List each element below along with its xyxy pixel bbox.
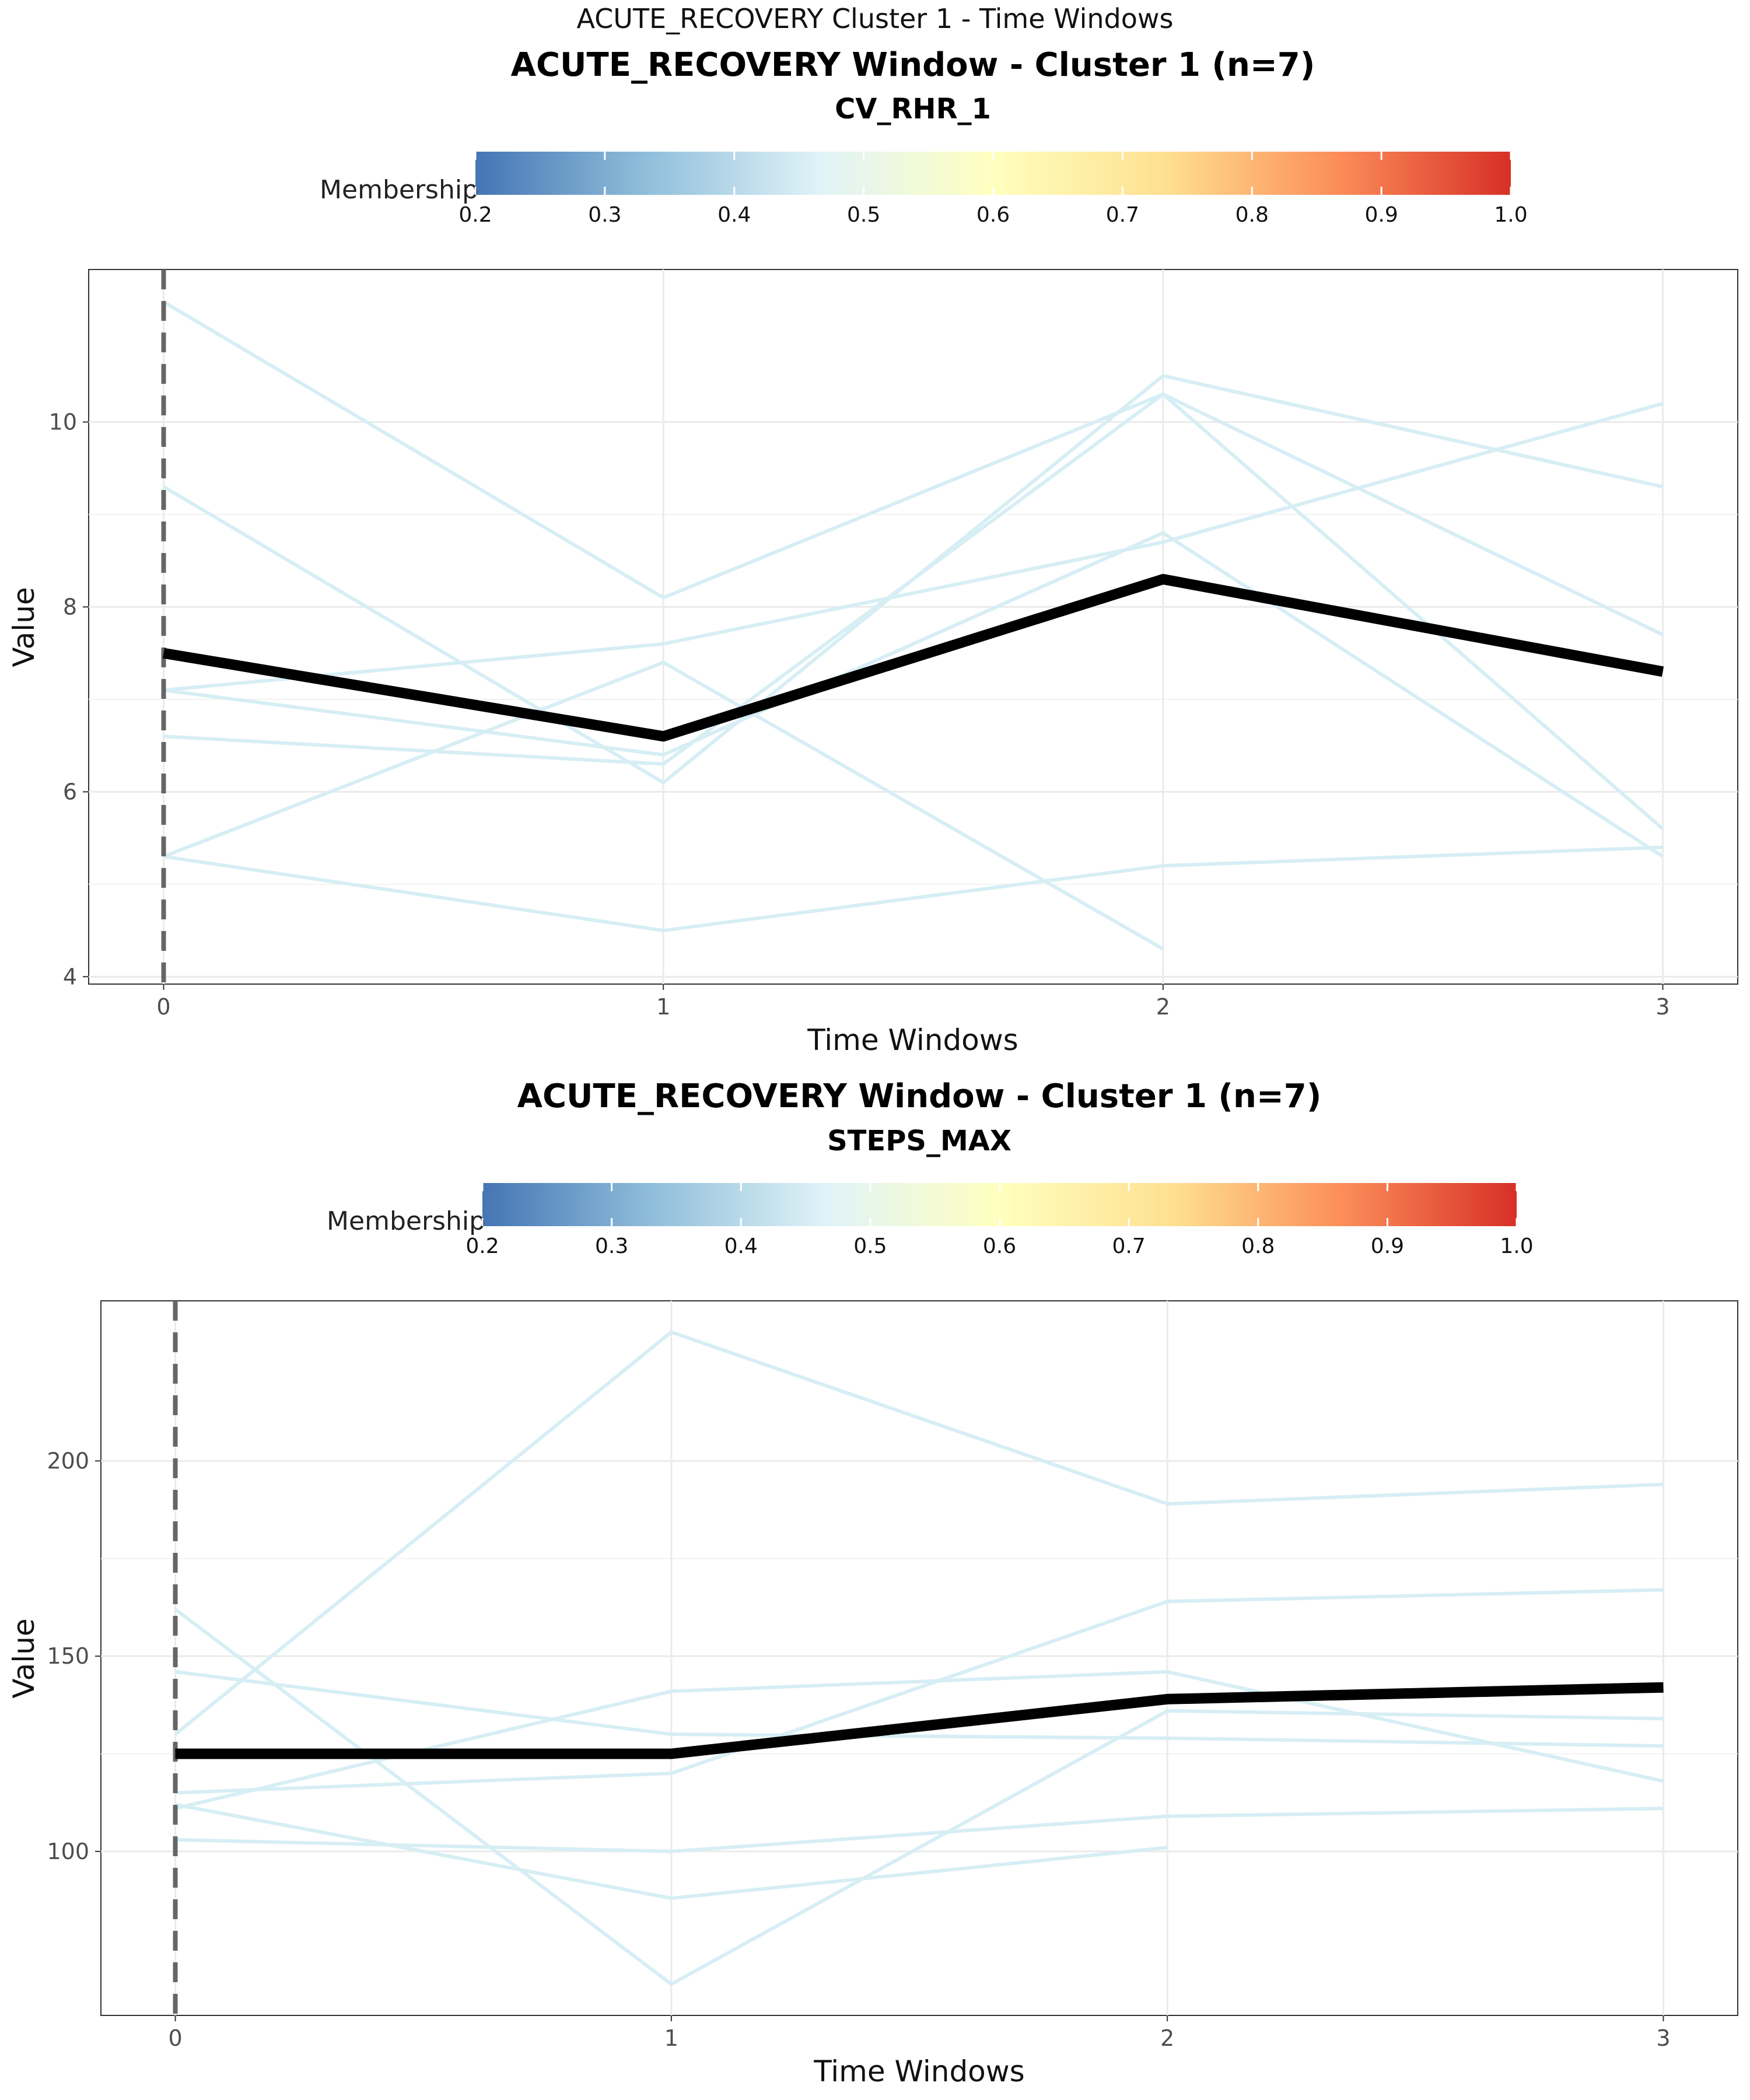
- panel-cv-rhr: ACUTE_RECOVERY Window - Cluster 1 (n=7) …: [7, 46, 1738, 1057]
- member-series-line: [163, 531, 1664, 858]
- member-series-line: [162, 300, 1664, 636]
- x-tick-label: 1: [664, 2025, 678, 2051]
- x-tick-label: 3: [1656, 2025, 1670, 2051]
- x-tick-label: 1: [656, 994, 670, 1020]
- member-series-line: [163, 392, 1664, 831]
- panel-steps-max: ACUTE_RECOVERY Window - Cluster 1 (n=7) …: [7, 1077, 1738, 2088]
- member-series-line: [163, 401, 1664, 692]
- plot-panel-border: [88, 269, 1738, 985]
- colorbar-tick-label: 0.9: [1364, 203, 1398, 227]
- x-tick-label: 3: [1656, 994, 1670, 1020]
- colorbar-tick-label: 1.0: [1494, 203, 1527, 227]
- plot-area: 100 150 200 0 1 2 3: [47, 1301, 1738, 2051]
- y-tick-label: 150: [47, 1643, 89, 1669]
- y-tick-label: 200: [47, 1448, 89, 1474]
- x-tick-label: 2: [1160, 2025, 1174, 2051]
- colorbar-tick-label: 0.7: [1106, 203, 1139, 227]
- member-series-line: [174, 1608, 1664, 1986]
- colorbar-tick-label: 0.4: [724, 1234, 758, 1258]
- x-tick-label: 2: [1156, 994, 1170, 1020]
- y-axis-label: Value: [7, 587, 41, 667]
- colorbar-tick-label: 0.7: [1112, 1234, 1145, 1258]
- colorbar-title: Membership: [320, 175, 478, 205]
- member-series-line: [175, 1807, 1664, 1853]
- figure-supertitle: ACUTE_RECOVERY Cluster 1 - Time Windows: [577, 3, 1174, 34]
- colorbar-tick-label: 0.4: [718, 203, 751, 227]
- x-axis-label: Time Windows: [813, 2054, 1024, 2088]
- colorbar-tick-label: 0.8: [1236, 203, 1269, 227]
- panel-title: ACUTE_RECOVERY Window - Cluster 1 (n=7): [517, 1077, 1322, 1115]
- x-tick-label: 0: [156, 994, 170, 1020]
- panel-title: ACUTE_RECOVERY Window - Cluster 1 (n=7): [511, 46, 1315, 84]
- y-axis-label: Value: [7, 1618, 41, 1698]
- y-tick-label: 6: [63, 779, 77, 804]
- colorbar-tick-label: 0.5: [847, 203, 880, 227]
- panel-subtitle: STEPS_MAX: [827, 1125, 1012, 1157]
- y-tick-label: 4: [63, 964, 77, 989]
- colorbar-tick-label: 0.2: [466, 1234, 499, 1258]
- member-series-line: [175, 1670, 1664, 1748]
- colorbar-tick-label: 0.6: [977, 203, 1010, 227]
- cluster-mean-line: [175, 1682, 1664, 1759]
- colorbar-tick-label: 0.5: [853, 1234, 887, 1258]
- member-series-line: [174, 1803, 1168, 1901]
- member-series-line: [163, 660, 1164, 951]
- colorbar-tick-label: 1.0: [1500, 1234, 1533, 1258]
- colorbar-tick-label: 0.3: [595, 1234, 628, 1258]
- colorbar-tick-label: 0.8: [1241, 1234, 1275, 1258]
- x-axis-label: Time Windows: [807, 1023, 1018, 1057]
- y-tick-label: 8: [63, 594, 77, 620]
- colorbar-tick-label: 0.3: [588, 203, 621, 227]
- panel-subtitle: CV_RHR_1: [835, 93, 991, 125]
- colorbar-title: Membership: [327, 1206, 485, 1236]
- colorbar-tick-label: 0.2: [459, 203, 492, 227]
- plot-area: 4 6 8 10 0 1 2 3: [49, 270, 1738, 1020]
- colorbar-tick-label: 0.6: [983, 1234, 1016, 1258]
- y-tick-label: 100: [47, 1839, 89, 1864]
- cluster-mean-line: [163, 573, 1664, 742]
- x-tick-label: 0: [168, 2025, 182, 2051]
- member-series-line: [175, 1588, 1664, 1795]
- y-tick-label: 10: [49, 409, 77, 435]
- member-series-line: [163, 845, 1663, 933]
- colorbar-tick-label: 0.9: [1371, 1234, 1404, 1258]
- plot-panel-border: [100, 1300, 1738, 2016]
- member-series-line: [174, 1330, 1664, 1736]
